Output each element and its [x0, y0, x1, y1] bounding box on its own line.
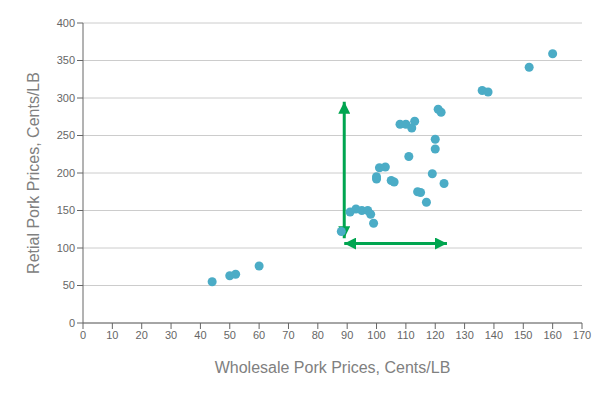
- svg-text:300: 300: [57, 92, 75, 104]
- svg-text:130: 130: [455, 329, 473, 341]
- svg-text:100: 100: [57, 242, 75, 254]
- svg-text:400: 400: [57, 17, 75, 29]
- svg-text:0: 0: [69, 317, 75, 329]
- svg-text:120: 120: [426, 329, 444, 341]
- svg-text:80: 80: [312, 329, 324, 341]
- svg-text:Wholesale Pork Prices, Cents/L: Wholesale Pork Prices, Cents/LB: [215, 359, 451, 376]
- svg-text:250: 250: [57, 129, 75, 141]
- svg-text:50: 50: [224, 329, 236, 341]
- svg-text:30: 30: [165, 329, 177, 341]
- svg-text:170: 170: [573, 329, 591, 341]
- svg-text:150: 150: [514, 329, 532, 341]
- svg-text:60: 60: [253, 329, 265, 341]
- svg-text:350: 350: [57, 54, 75, 66]
- svg-text:110: 110: [397, 329, 415, 341]
- svg-text:10: 10: [106, 329, 118, 341]
- svg-text:140: 140: [485, 329, 503, 341]
- svg-text:70: 70: [282, 329, 294, 341]
- svg-text:90: 90: [341, 329, 353, 341]
- svg-text:0: 0: [80, 329, 86, 341]
- svg-text:160: 160: [543, 329, 561, 341]
- svg-text:100: 100: [367, 329, 385, 341]
- svg-text:Retial Pork Prices, Cents/LB: Retial Pork Prices, Cents/LB: [25, 72, 42, 274]
- svg-text:50: 50: [63, 279, 75, 291]
- svg-text:150: 150: [57, 204, 75, 216]
- svg-text:40: 40: [194, 329, 206, 341]
- svg-text:20: 20: [136, 329, 148, 341]
- svg-text:200: 200: [57, 167, 75, 179]
